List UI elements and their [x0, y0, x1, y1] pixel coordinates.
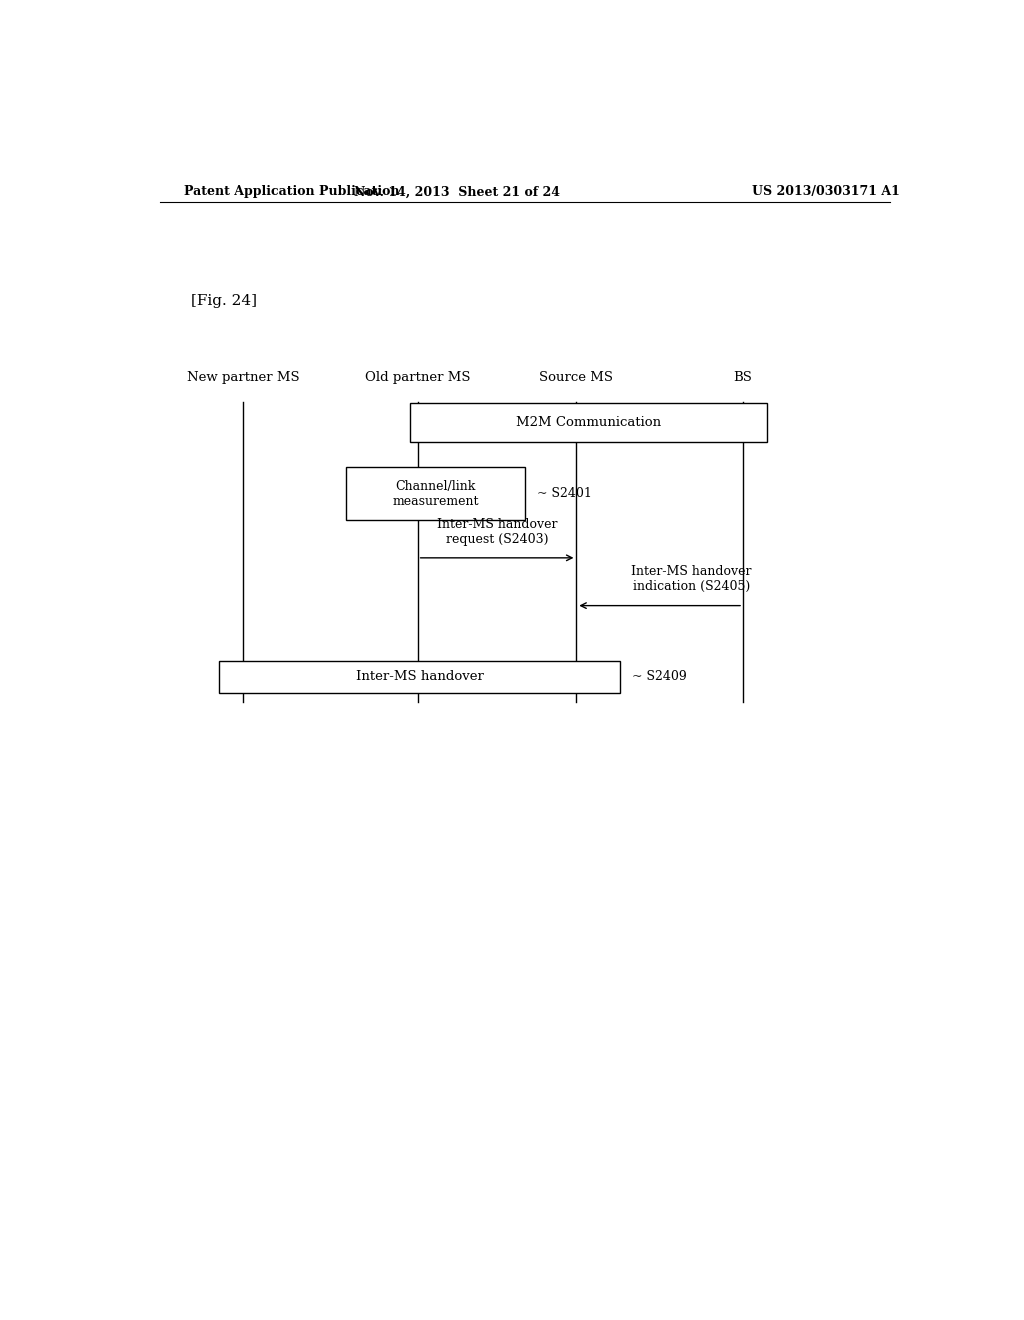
Text: Inter-MS handover
request (S2403): Inter-MS handover request (S2403) — [437, 517, 557, 545]
Text: M2M Communication: M2M Communication — [516, 416, 660, 429]
Text: Patent Application Publication: Patent Application Publication — [183, 185, 399, 198]
Text: Nov. 14, 2013  Sheet 21 of 24: Nov. 14, 2013 Sheet 21 of 24 — [354, 185, 560, 198]
Text: Old partner MS: Old partner MS — [365, 371, 470, 384]
Text: ~ S2401: ~ S2401 — [537, 487, 592, 500]
Text: BS: BS — [733, 371, 753, 384]
Text: [Fig. 24]: [Fig. 24] — [191, 293, 257, 308]
Text: ~ S2409: ~ S2409 — [632, 671, 687, 684]
Text: New partner MS: New partner MS — [186, 371, 299, 384]
FancyBboxPatch shape — [346, 467, 524, 520]
Text: Channel/link
measurement: Channel/link measurement — [392, 479, 479, 508]
Text: Inter-MS handover
indication (S2405): Inter-MS handover indication (S2405) — [631, 565, 752, 594]
FancyBboxPatch shape — [410, 404, 767, 442]
FancyBboxPatch shape — [219, 660, 620, 693]
Text: US 2013/0303171 A1: US 2013/0303171 A1 — [753, 185, 900, 198]
Text: Source MS: Source MS — [540, 371, 613, 384]
Text: Inter-MS handover: Inter-MS handover — [355, 671, 483, 684]
